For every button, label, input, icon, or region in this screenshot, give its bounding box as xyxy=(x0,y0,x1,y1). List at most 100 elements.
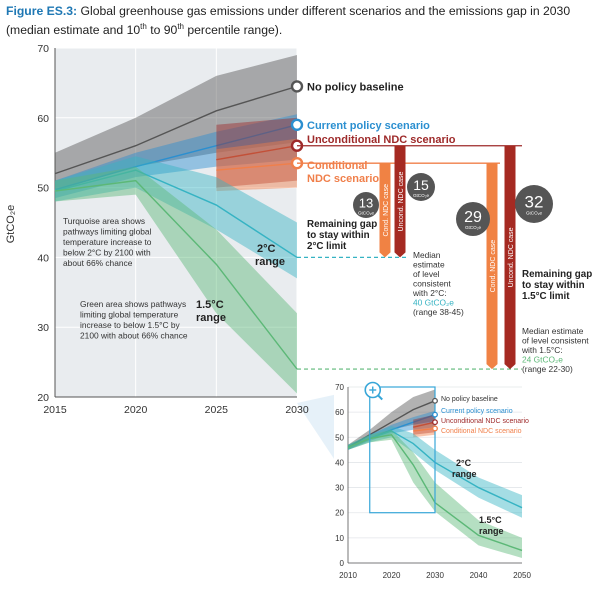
gap-2c-note-0: Remaining gap xyxy=(307,219,377,230)
gap-bar-0 xyxy=(379,163,391,258)
inset-y-tick-label: 60 xyxy=(335,408,344,417)
inset-label-nopol: No policy baseline xyxy=(441,396,498,403)
inset-label-cond: Conditional NDC scenario xyxy=(441,428,522,435)
caption-line-2-post: percentile range). xyxy=(183,23,283,38)
label-2c-range-1: 2°C xyxy=(257,243,276,255)
gap-unit-2: GtCO₂e xyxy=(465,225,482,230)
turquoise-note-line-3: below 2°C by 2100 with xyxy=(63,248,151,258)
gap-bar-3 xyxy=(504,145,516,370)
green-note-line-0: Green area shows pathways xyxy=(80,299,186,309)
x-tick-label: 2025 xyxy=(205,404,229,416)
inset-line-nopol xyxy=(347,400,436,448)
y-tick-label: 50 xyxy=(37,183,49,195)
label-2c-range-2: range xyxy=(255,256,285,268)
gap-value-circle-0 xyxy=(353,192,379,218)
main-band-two xyxy=(55,156,297,279)
label-15c-range-1: 1.5°C xyxy=(196,299,224,311)
caption-sup-2: th xyxy=(177,22,184,31)
gap-unit-1: GtCO₂e xyxy=(413,193,430,198)
inset-zoom-window xyxy=(369,386,436,514)
label-unconditional-ndc: Unconditional NDC scenario xyxy=(307,134,456,146)
main-line-nopol xyxy=(54,85,298,175)
y-tick-label: 40 xyxy=(37,252,49,264)
main-band-onefive xyxy=(55,166,297,394)
figure-caption: Figure ES.3: Global greenhouse gas emiss… xyxy=(6,4,596,38)
inset-y-tick-label: 0 xyxy=(340,559,345,568)
main-band-nopol xyxy=(55,54,297,192)
median-2c-range: (range 38-45) xyxy=(413,307,464,317)
inset-y-tick-label: 10 xyxy=(335,534,344,543)
gap-value-circle-1 xyxy=(407,173,435,201)
endpoint-marker-cur xyxy=(290,118,304,131)
gap-15c-note-0: Remaining gap xyxy=(522,269,592,280)
caption-line-2-pre: (median estimate and 10 xyxy=(6,23,141,38)
y-tick-label: 60 xyxy=(37,113,49,125)
gap-bar-label-0: Cond. NDC case xyxy=(383,184,390,237)
green-note-line-3: 2100 with about 66% chance xyxy=(80,331,188,341)
caption-line-1: Global greenhouse gas emissions under di… xyxy=(80,4,571,18)
inset-2c-label-2: range xyxy=(452,469,477,479)
gap-value-3: 32 xyxy=(525,192,544,211)
inset-x-tick-label: 2030 xyxy=(426,571,444,580)
median-2c-value: 40 GtCO₂e xyxy=(413,298,454,308)
inset-y-tick-label: 30 xyxy=(335,484,344,493)
median-2c-note-0: Median xyxy=(413,250,441,260)
inset-line-uncond xyxy=(413,421,436,428)
turquoise-note-line-0: Turquoise area shows xyxy=(63,216,145,226)
median-15c-note-2: with 1.5°C: xyxy=(521,345,563,355)
figure-label: Figure ES.3: xyxy=(6,4,78,18)
main-line-two xyxy=(54,169,298,258)
median-2c-note-3: consistent xyxy=(413,279,451,289)
median-2c-note-4: with 2°C: xyxy=(412,288,447,298)
inset-x-tick-label: 2050 xyxy=(513,571,531,580)
median-2c-note-2: of level xyxy=(413,269,440,279)
y-axis-title: GtCO₂e xyxy=(5,205,17,244)
inset-x-tick-label: 2010 xyxy=(339,571,357,580)
y-tick-label: 20 xyxy=(37,392,49,404)
caption-line-2-mid: to 90 xyxy=(146,23,178,38)
turquoise-note-line-1: pathways limiting global xyxy=(63,227,152,237)
green-note-line-1: limiting global temperature xyxy=(80,310,179,320)
gap-2c-note-1: to stay within xyxy=(307,230,370,241)
inset-y-tick-label: 70 xyxy=(335,383,344,392)
median-15c-note-1: of level consistent xyxy=(522,336,589,346)
magnifier-handle-icon xyxy=(377,394,383,401)
median-15c-note-0: Median estimate xyxy=(522,326,584,336)
main-line-cond xyxy=(216,162,298,171)
inset-15c-label-1: 1.5°C xyxy=(479,515,502,525)
main-band-cond xyxy=(216,138,297,192)
turquoise-note-line-2: temperature increase to xyxy=(63,237,152,247)
inset-x-tick-label: 2040 xyxy=(470,571,488,580)
main-line-cur xyxy=(54,124,298,191)
inset-x-tick-label: 2020 xyxy=(383,571,401,580)
label-conditional-ndc-2: NDC scenario xyxy=(307,173,379,185)
green-note-line-2: increase to below 1.5°C by xyxy=(80,320,181,330)
label-current-policy: Current policy scenario xyxy=(307,120,430,132)
gap-15c-note-1: to stay within xyxy=(522,280,585,291)
inset-2c-label-1: 2°C xyxy=(456,458,472,468)
gap-value-1: 15 xyxy=(413,177,429,193)
main-line-uncond xyxy=(216,145,298,161)
gap-unit-3: GtCO₂e xyxy=(526,210,543,215)
inset-band-two xyxy=(348,425,522,518)
inset-15c-label-2: range xyxy=(479,526,504,536)
inset-y-tick-label: 50 xyxy=(335,433,344,442)
median-15c-value: 24 GtCO₂e xyxy=(522,355,563,365)
inset-endpoint-nopol xyxy=(432,397,438,404)
gap-2c-note-2: 2°C limit xyxy=(307,241,347,252)
label-no-policy: No policy baseline xyxy=(307,81,404,93)
main-line-onefive xyxy=(54,179,298,370)
emissions-gap-panel: Cond. NDC case Uncond. NDC case Cond. NDC … xyxy=(297,145,592,374)
x-tick-label: 2020 xyxy=(124,404,148,416)
endpoint-marker-nopol xyxy=(290,80,304,93)
inset-background xyxy=(334,379,530,585)
gap-value-circle-3 xyxy=(515,185,553,223)
inset-y-tick-label: 40 xyxy=(335,458,344,467)
inset-endpoint-cond xyxy=(432,425,438,432)
gap-value-0: 13 xyxy=(359,196,373,211)
inset-label-cur: Current policy scenario xyxy=(441,408,513,415)
inset-line-cond xyxy=(413,427,436,432)
